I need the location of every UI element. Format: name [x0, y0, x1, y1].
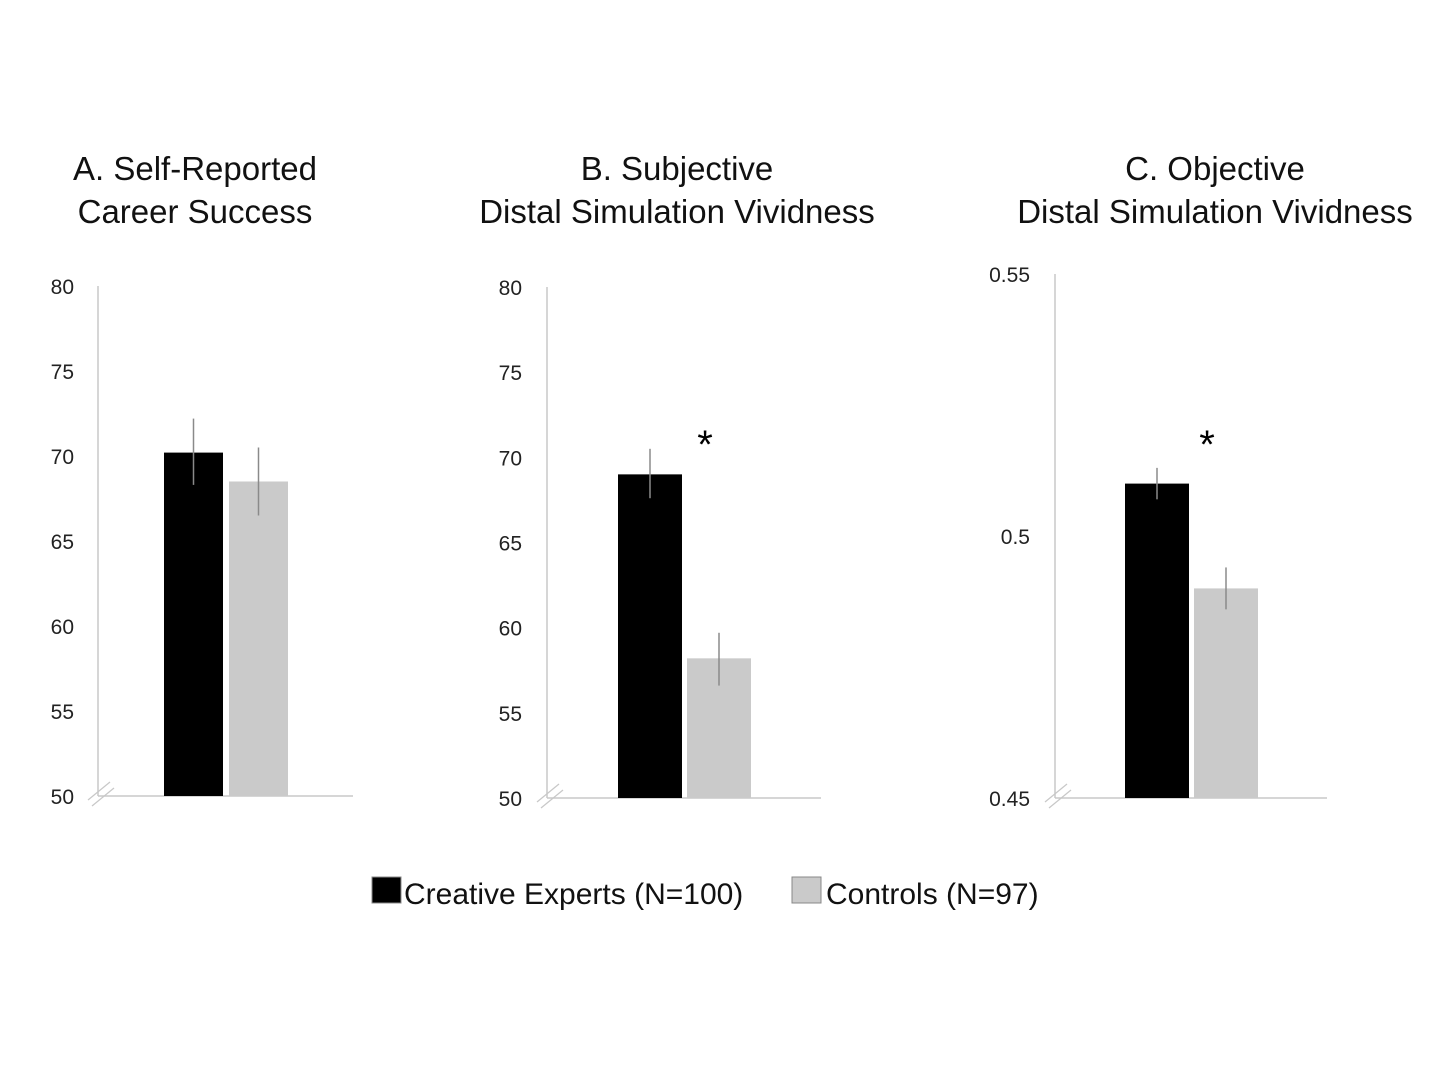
legend-label: Creative Experts (N=100) [404, 878, 743, 911]
bar-creative-experts [1125, 483, 1189, 798]
y-tick-label: 60 [499, 618, 522, 641]
panel-b: B. Subjective Distal Simulation Vividness… [479, 150, 875, 811]
y-tick-label: 55 [499, 703, 522, 726]
panel-c: C. Objective Distal Simulation Vividness 0… [989, 150, 1413, 811]
y-tick-label: 80 [51, 276, 74, 299]
axis-break-mark [1048, 789, 1072, 809]
significance-marker: * [697, 423, 713, 467]
significance-marker: * [1199, 423, 1215, 467]
axis-break-mark [87, 781, 111, 801]
panel-a: A. Self-Reported Career Success 50 55 60 65 70… [51, 150, 353, 809]
chart-title: C. Objective [1125, 150, 1305, 187]
y-tick-label: 50 [51, 786, 74, 809]
y-tick-label: 75 [51, 361, 74, 384]
y-tick-label: 0.5 [1001, 526, 1030, 549]
y-tick-label: 65 [499, 533, 522, 556]
y-tick-label: 70 [51, 446, 74, 469]
y-tick-label: 60 [51, 616, 74, 639]
bar-controls [229, 481, 288, 796]
legend-swatch [791, 876, 822, 904]
y-tick-label: 80 [499, 277, 522, 300]
bar-controls [1194, 588, 1258, 798]
y-tick-label: 0.45 [989, 788, 1030, 811]
axis-break-mark [91, 787, 115, 807]
bar-creative-experts [618, 474, 682, 798]
chart-title: A. Self-Reported [73, 150, 317, 187]
chart-title: B. Subjective [581, 150, 774, 187]
y-tick-label: 55 [51, 701, 74, 724]
y-tick-label: 70 [499, 447, 522, 470]
legend-label: Controls (N=97) [826, 878, 1039, 911]
y-tick-label: 65 [51, 531, 74, 554]
legend-swatch [371, 876, 402, 904]
y-tick-label: 50 [499, 788, 522, 811]
axis-break-mark [540, 789, 564, 809]
chart-title: Distal Simulation Vividness [479, 193, 875, 230]
axis-break-mark [1044, 783, 1068, 803]
bar-creative-experts [164, 452, 223, 796]
y-tick-label: 75 [499, 362, 522, 385]
chart-title: Career Success [78, 193, 313, 230]
legend: Creative Experts (N=100) Controls (N=97) [371, 876, 1039, 911]
y-tick-label: 0.55 [989, 264, 1030, 287]
axis-break-mark [536, 783, 560, 803]
chart-title: Distal Simulation Vividness [1017, 193, 1413, 230]
